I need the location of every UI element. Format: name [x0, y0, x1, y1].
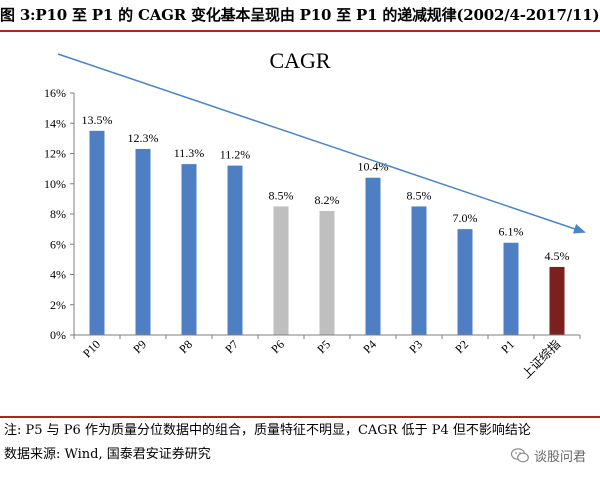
bar-value-label: 11.3% [174, 146, 205, 160]
trend-arrow [57, 53, 586, 234]
wechat-icon [510, 448, 529, 463]
bar-value-label: 6.1% [499, 225, 524, 239]
x-tick-label: P4 [360, 337, 379, 356]
bar [411, 206, 427, 335]
x-tick-label: P7 [222, 337, 241, 356]
data-source: 数据来源: Wind, 国泰君安证券研究 [4, 447, 211, 462]
x-tick-label: P3 [406, 337, 425, 356]
x-tick-label: P5 [314, 337, 333, 356]
value-labels: 13.5% 12.3% 11.3% 11.2% 8.5% 8.2% 10.4% 8.5% 7.0… [82, 113, 570, 263]
bar [457, 229, 473, 335]
x-tick-label: P9 [130, 337, 149, 356]
bar [89, 130, 105, 335]
y-tick-label: 16% [44, 86, 66, 100]
x-tick-label: P10 [80, 337, 103, 360]
bar-value-label: 4.5% [545, 249, 570, 263]
y-tick-label: 2% [50, 298, 66, 312]
bar-value-label: 10.4% [358, 160, 389, 174]
chart-area: CAGR 0% 2% 4% 6% 8% 10% 12% 14% 16% 13.5% 12.3% 11… [0, 32, 600, 416]
bar-value-label: 8.5% [407, 188, 432, 202]
x-tick-label: P6 [268, 337, 287, 356]
bar-value-label: 11.2% [220, 148, 251, 162]
x-tick-label: P8 [176, 337, 195, 356]
bar [273, 206, 289, 335]
cagr-bar-chart: CAGR 0% 2% 4% 6% 8% 10% 12% 14% 16% 13.5% 12.3% 11… [44, 48, 586, 382]
x-tick-label: P1 [498, 337, 517, 356]
x-tick-label: P2 [452, 337, 471, 356]
y-tick-label: 14% [44, 116, 66, 130]
chart-title: CAGR [269, 48, 330, 73]
watermark-text: 谈股问君 [533, 450, 586, 465]
bar [503, 242, 519, 335]
bar-value-label: 7.0% [453, 211, 478, 225]
bars [89, 130, 565, 335]
y-tick-label: 12% [44, 147, 66, 161]
y-axis: 0% 2% 4% 6% 8% 10% 12% 14% 16% [44, 86, 75, 342]
bar [549, 266, 565, 335]
bar-value-label: 12.3% [128, 131, 159, 145]
bar-value-label: 8.5% [269, 188, 294, 202]
bar [319, 210, 335, 335]
x-axis: P10 P9 P8 P7 P6 P5 P4 P3 P2 P1 上证综指 [73, 334, 581, 382]
y-tick-label: 10% [44, 177, 66, 191]
x-tick-label: 上证综指 [519, 337, 564, 382]
bar [181, 164, 197, 335]
y-tick-label: 0% [50, 328, 66, 342]
figure-note: 注: P5 与 P6 作为质量分位数据中的组合，质量特征不明显，CAGR 低于 … [4, 423, 531, 438]
bar-value-label: 13.5% [82, 113, 113, 127]
y-tick-label: 4% [50, 268, 66, 282]
watermark: 谈股问君 [510, 446, 586, 465]
bar-value-label: 8.2% [315, 193, 340, 207]
bar [135, 148, 151, 335]
y-tick-label: 8% [50, 207, 66, 221]
figure-title: 图 3:P10 至 P1 的 CAGR 变化基本呈现由 P10 至 P1 的递减… [0, 6, 600, 24]
bar [227, 165, 243, 335]
y-tick-label: 6% [50, 237, 66, 251]
top-rule [0, 30, 600, 32]
bottom-rule [0, 416, 600, 418]
bar [365, 177, 381, 335]
